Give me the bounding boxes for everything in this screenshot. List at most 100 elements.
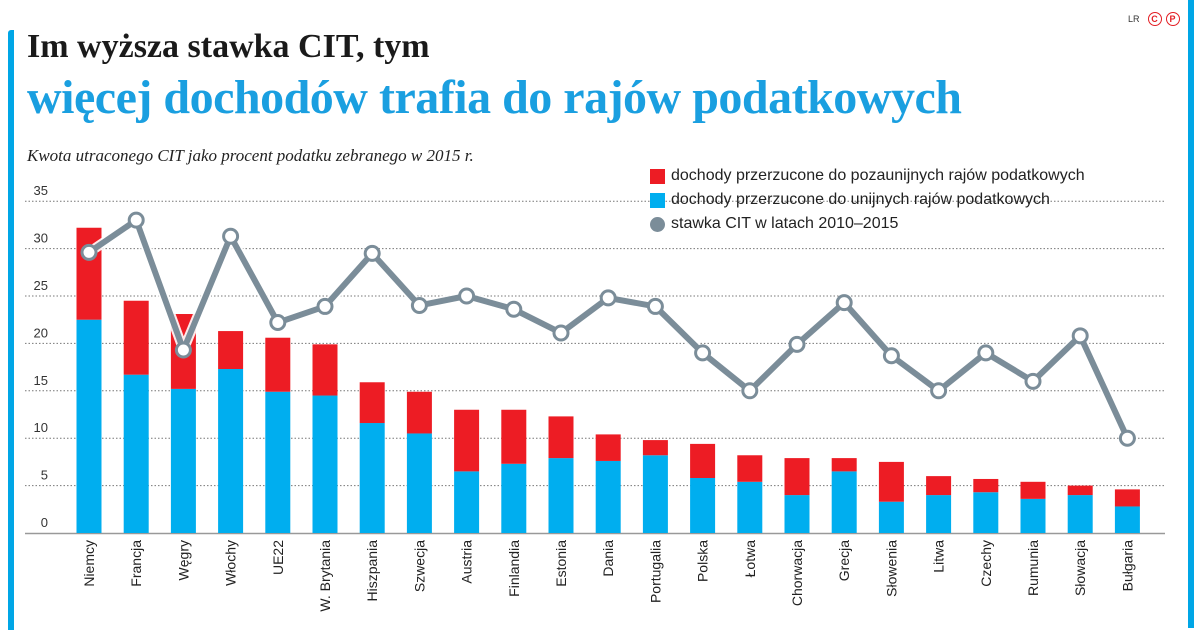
x-tick-label: Węgry — [175, 540, 191, 580]
x-tick-label: W. Brytania — [317, 540, 333, 612]
x-tick-label: Niemcy — [81, 540, 97, 587]
bar-non-eu — [878, 461, 904, 502]
bar-eu — [265, 391, 291, 533]
legend-label: dochody przerzucone do unijnych rajów po… — [671, 191, 1050, 208]
cit-point — [80, 243, 98, 261]
cit-point — [882, 347, 900, 365]
cit-point — [127, 211, 145, 229]
cit-point — [788, 335, 806, 353]
bar-eu — [218, 368, 244, 533]
y-tick-label: 10 — [34, 420, 48, 435]
legend-swatch-blue — [650, 192, 665, 208]
y-tick-label: 20 — [34, 325, 48, 340]
cit-point — [1071, 327, 1089, 345]
bar-non-eu — [1020, 481, 1046, 499]
bar-eu — [123, 374, 149, 533]
bar-eu — [1114, 506, 1140, 533]
y-tick-label: 25 — [34, 278, 48, 293]
bar-non-eu — [1067, 485, 1093, 496]
x-tick-label: Dania — [600, 540, 616, 577]
bar-eu — [1020, 498, 1046, 533]
bar-eu — [595, 460, 621, 533]
cit-point — [552, 324, 570, 342]
logo-mark-p: P — [1165, 12, 1180, 26]
x-tick-label: Polska — [695, 540, 711, 582]
bar-non-eu — [454, 409, 480, 472]
bar-non-eu — [548, 416, 574, 459]
y-tick-label: 15 — [34, 373, 48, 388]
cit-point — [977, 344, 995, 362]
x-tick-label: Bułgaria — [1119, 540, 1135, 592]
bar-non-eu — [359, 382, 385, 424]
bar-eu — [737, 481, 763, 533]
x-tick-label: UE22 — [270, 540, 286, 575]
legend: dochody przerzucone do pozaunijnych rajó… — [650, 164, 1085, 236]
x-tick-label: Łotwa — [742, 540, 758, 578]
x-tick-label: Włochy — [223, 540, 239, 586]
x-tick-label: Chorwacja — [789, 540, 805, 606]
bar-non-eu — [312, 344, 338, 396]
bar-eu — [76, 319, 102, 533]
publisher-logo: LR C P — [1128, 12, 1180, 26]
title-line-2: więcej dochodów trafia do rajów podatkow… — [27, 71, 962, 124]
bar-eu — [690, 478, 716, 533]
bar-eu — [784, 495, 810, 533]
bar-non-eu — [926, 476, 952, 496]
bar-non-eu — [265, 337, 291, 392]
cit-line-halo — [86, 215, 1132, 441]
legend-item-eu: dochody przerzucone do unijnych rajów po… — [650, 188, 1085, 212]
legend-label: stawka CIT w latach 2010–2015 — [671, 215, 899, 232]
y-tick-label: 35 — [34, 183, 48, 198]
y-tick-label: 0 — [41, 515, 48, 530]
cit-point — [269, 314, 287, 332]
bar-eu — [406, 433, 432, 533]
x-tick-label: Słowenia — [883, 540, 899, 597]
cit-point — [316, 297, 334, 315]
x-tick-label: Finlandia — [506, 540, 522, 597]
cit-point — [930, 382, 948, 400]
bar-eu — [170, 388, 196, 533]
bar-eu — [1067, 495, 1093, 533]
bar-eu — [501, 463, 527, 533]
bar-non-eu — [501, 409, 527, 464]
legend-item-non-eu: dochody przerzucone do pozaunijnych rajó… — [650, 164, 1085, 188]
cit-point — [1118, 429, 1136, 447]
cit-point — [222, 227, 240, 245]
cit-point — [741, 382, 759, 400]
bar-eu — [973, 492, 999, 533]
x-tick-label: Rumunia — [1025, 540, 1041, 596]
bar-eu — [926, 495, 952, 533]
x-tick-label: Słowacja — [1072, 540, 1088, 596]
x-tick-label: Litwa — [931, 540, 947, 573]
x-tick-label: Portugalia — [647, 540, 663, 603]
cit-point — [363, 244, 381, 262]
cit-point — [646, 297, 664, 315]
bar-non-eu — [784, 458, 810, 496]
title-line-1: Im wyższa stawka CIT, tym — [27, 28, 430, 65]
bar-non-eu — [123, 300, 149, 375]
x-tick-label: Austria — [459, 540, 475, 584]
bar-non-eu — [218, 331, 244, 369]
cit-point — [410, 296, 428, 314]
bar-eu — [878, 501, 904, 533]
y-tick-label: 5 — [41, 468, 48, 483]
bar-non-eu — [690, 443, 716, 479]
cit-point — [505, 300, 523, 318]
x-tick-label: Czechy — [978, 540, 994, 587]
bar-eu — [548, 458, 574, 533]
x-tick-label: Hiszpania — [364, 540, 380, 602]
x-tick-label: Estonia — [553, 540, 569, 587]
frame-right-bar — [1188, 0, 1194, 628]
cit-point — [458, 287, 476, 305]
legend-swatch-grey — [650, 216, 665, 232]
logo-mark-c: C — [1147, 12, 1162, 26]
bar-eu — [359, 423, 385, 533]
cit-point — [1024, 372, 1042, 390]
cit-point — [599, 289, 617, 307]
cit-point — [174, 341, 192, 359]
legend-label: dochody przerzucone do pozaunijnych rajó… — [671, 167, 1085, 184]
bar-non-eu — [406, 391, 432, 434]
frame-left-bar — [8, 30, 14, 630]
bar-eu — [831, 471, 857, 533]
